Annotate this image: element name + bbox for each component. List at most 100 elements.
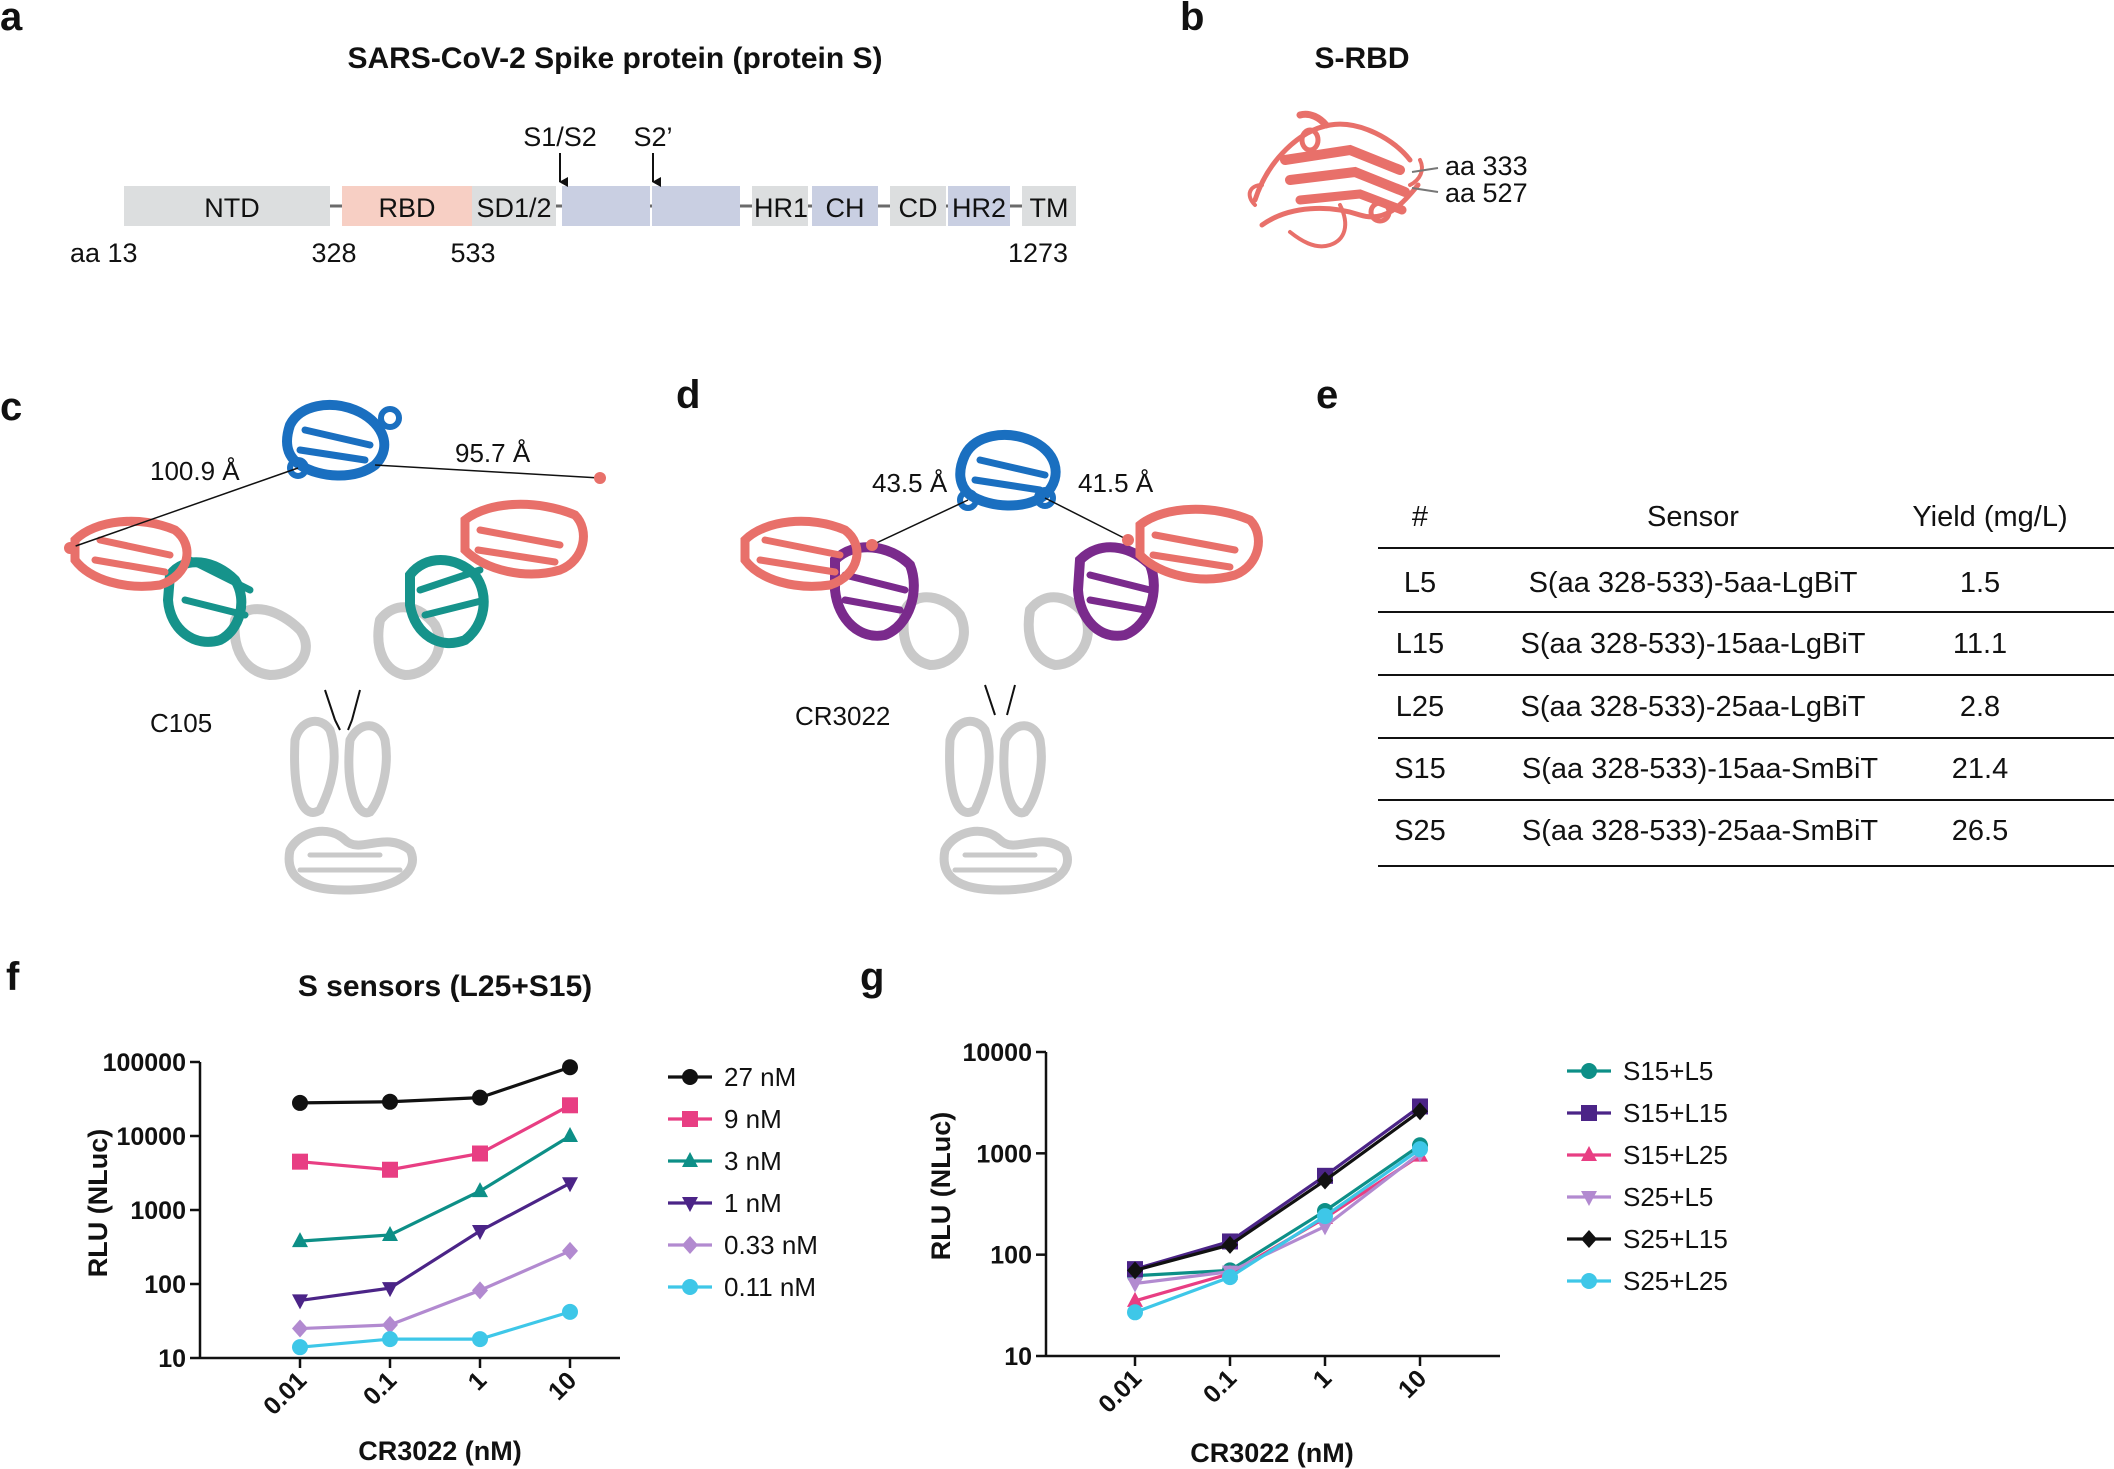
legend-marker (682, 1152, 698, 1167)
data-point (1222, 1269, 1238, 1286)
data-point (292, 1232, 308, 1248)
c105-distance-right: 95.7 Å (455, 438, 531, 468)
y-tick-label: 100 (990, 1242, 1032, 1270)
legend-marker (1581, 1230, 1597, 1248)
series-line (1134, 1147, 1421, 1314)
chart-g-ylabel: RLU (NLuc) (926, 1112, 956, 1260)
x-tick-label: 10 (1393, 1364, 1432, 1403)
data-point (472, 1089, 488, 1106)
legend-entry: S15+L5 (1623, 1056, 1713, 1086)
domain-label-tm: TM (1030, 193, 1069, 223)
c105-label: C105 (150, 708, 212, 738)
series-line (299, 1310, 571, 1349)
domain-label-hr1: HR1 (754, 193, 808, 223)
panel-e-sensor-table: # Sensor Yield (mg/L) L5 S(aa 328-533)-5… (1378, 501, 2114, 867)
table-row-id: S25 (1394, 815, 1446, 847)
legend-entry: S15+L15 (1623, 1098, 1728, 1128)
legend-entry: S25+L5 (1623, 1182, 1713, 1212)
data-point (562, 1303, 578, 1320)
data-point (1317, 1171, 1333, 1190)
domain-label-ntd: NTD (204, 193, 260, 223)
data-point (382, 1225, 398, 1241)
table-header-sensor: Sensor (1647, 501, 1739, 533)
table-row-yield: 26.5 (1952, 815, 2008, 847)
panel-a-domain-map: SARS-CoV-2 Spike protein (protein S) NTD… (70, 42, 1076, 268)
data-point (562, 1177, 578, 1193)
label-aa333: aa 333 (1445, 151, 1528, 181)
domain-s2-a (562, 186, 650, 226)
data-point (1127, 1261, 1143, 1280)
c105-distance-left: 100.9 Å (150, 456, 240, 486)
domain-rbd (342, 186, 472, 226)
y-tick-label: 10 (158, 1345, 186, 1373)
data-point (472, 1281, 488, 1300)
chart-g-xlabel: CR3022 (nM) (1190, 1438, 1354, 1468)
y-tick-label: 100000 (103, 1049, 186, 1077)
table-header-yield: Yield (mg/L) (1912, 501, 2067, 533)
series-line (1134, 1109, 1421, 1272)
chart-g: CR3022 (nM) RLU (NLuc) 10 100 1000 10000 0.0… (926, 1039, 1728, 1468)
data-point (472, 1331, 488, 1348)
chart-f-xlabel: CR3022 (nM) (358, 1436, 522, 1466)
y-tick-label: 100 (144, 1271, 186, 1299)
y-tick-label: 1000 (130, 1197, 186, 1225)
data-point (562, 1241, 578, 1260)
domain-cd (890, 186, 946, 226)
table-row-sensor: S(aa 328-533)-25aa-LgBiT (1521, 691, 1866, 723)
series-line (299, 1065, 571, 1105)
legend-entry: S25+L15 (1623, 1224, 1728, 1254)
panel-label-b: b (1180, 0, 1204, 39)
x-tick-label: 0.01 (1093, 1364, 1147, 1418)
position-aa13: aa 13 (70, 238, 138, 268)
data-point (1127, 1291, 1143, 1307)
cr3022-distance-right: 41.5 Å (1078, 468, 1154, 498)
series-line (1134, 1143, 1421, 1278)
cleavage-s2prime: S2’ (633, 122, 672, 152)
legend-entry: 1 nM (724, 1188, 782, 1218)
data-point (292, 1094, 308, 1111)
series-line (299, 1181, 571, 1303)
rbd-title: S-RBD (1315, 42, 1410, 75)
aa333-leader (1411, 167, 1439, 173)
spike-title: SARS-CoV-2 Spike protein (protein S) (347, 42, 882, 75)
x-tick-label: 0.1 (1198, 1364, 1242, 1408)
data-point (382, 1161, 398, 1178)
data-point (382, 1282, 398, 1298)
data-point (1412, 1141, 1428, 1158)
domain-label-sd12: SD1/2 (476, 193, 551, 223)
domain-label-hr2: HR2 (952, 193, 1006, 223)
x-tick-label: 10 (543, 1366, 582, 1405)
data-point (562, 1097, 578, 1114)
x-tick-label: 1 (1308, 1364, 1338, 1394)
series-line (299, 1103, 571, 1172)
table-header-id: # (1412, 501, 1428, 533)
panel-label-a: a (0, 0, 23, 39)
legend-marker (682, 1279, 698, 1295)
table-row-yield: 1.5 (1960, 567, 2000, 599)
x-tick-label: 0.01 (258, 1366, 312, 1420)
position-533: 533 (450, 238, 495, 268)
data-point (562, 1059, 578, 1076)
x-tick-label: 0.1 (358, 1366, 402, 1410)
data-point (1222, 1235, 1238, 1254)
position-1273: 1273 (1008, 238, 1068, 268)
panel-label-e: e (1316, 373, 1338, 417)
legend-entry: 3 nM (724, 1146, 782, 1176)
legend-marker (1581, 1146, 1597, 1161)
table-row-id: L15 (1396, 628, 1444, 660)
position-328: 328 (311, 238, 356, 268)
table-row-id: L25 (1396, 691, 1444, 723)
y-tick-label: 10000 (962, 1039, 1032, 1067)
y-tick-label: 10000 (116, 1123, 186, 1151)
cleavage-s1s2: S1/S2 (523, 122, 597, 152)
data-point (1127, 1277, 1143, 1293)
aa527-leader (1411, 187, 1439, 193)
chart-f: S sensors (L25+S15) CR3022 (nM) RLU (NLu… (83, 970, 818, 1466)
table-row-yield: 2.8 (1960, 691, 2000, 723)
rbd-structure-image (1247, 110, 1424, 249)
legend-entry: 27 nM (724, 1062, 796, 1092)
data-point (292, 1319, 308, 1338)
table-row-sensor: S(aa 328-533)-25aa-SmBiT (1522, 815, 1879, 847)
legend-entry: S25+L25 (1623, 1266, 1728, 1296)
cr3022-label: CR3022 (795, 701, 890, 731)
